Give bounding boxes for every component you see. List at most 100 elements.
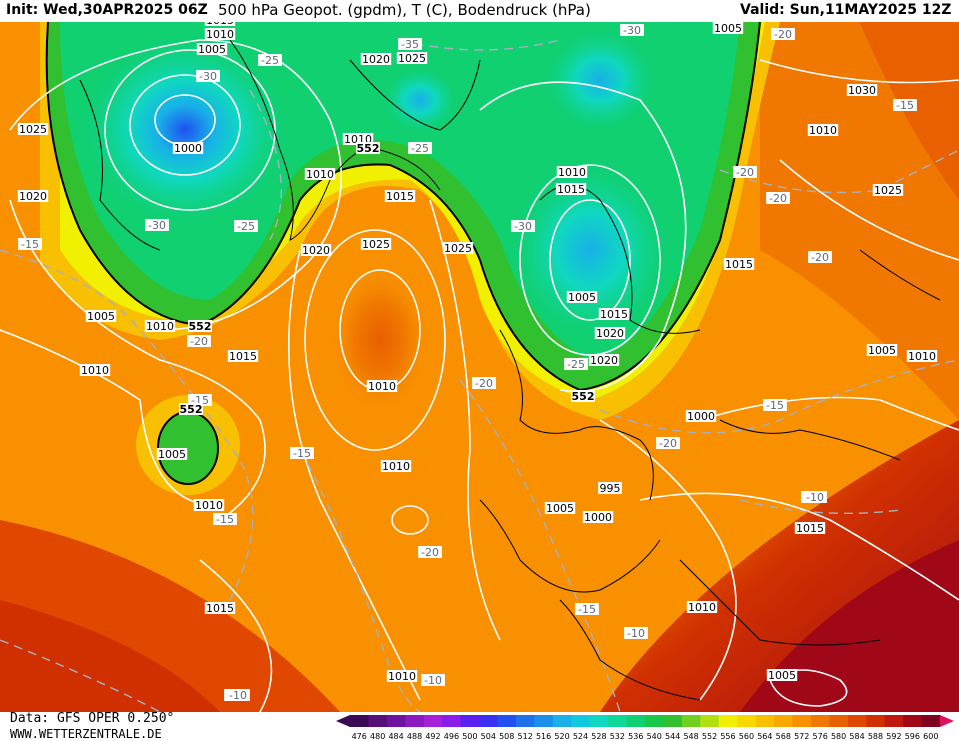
colorbar-label: 476 (352, 732, 367, 741)
temperature-label: -20 (769, 192, 787, 205)
pressure-label: 1010 (388, 670, 416, 683)
pressure-label-bg (807, 124, 839, 136)
colorbar-swatch (645, 715, 664, 727)
temperature-label-bg (564, 358, 588, 370)
low-scandinavia-field (505, 155, 675, 345)
pressure-label-bg (766, 669, 798, 681)
pressure-label-bg (906, 350, 938, 362)
pressure-label: 1015 (229, 350, 257, 363)
colorbar-swatch (460, 715, 480, 727)
pressure-label-bg (686, 601, 718, 613)
pressure-label: 1020 (590, 354, 618, 367)
coastlines (79, 39, 941, 701)
pressure-label-bg (872, 184, 904, 196)
pressure-label-bg (442, 242, 474, 254)
colorbar-swatch (534, 715, 554, 727)
colorbar-label: 492 (425, 732, 440, 741)
low-iceland-field (75, 30, 295, 230)
temperature-label-bg (511, 220, 535, 232)
colorbar-swatch (515, 715, 535, 727)
pressure-label: 1020 (362, 53, 390, 66)
pressure-label-bg (723, 258, 755, 270)
colorbar-swatch (497, 715, 517, 727)
colorbar-label: 600 (923, 732, 938, 741)
temperature-label-bg (763, 399, 787, 411)
pressure-label: 1005 (868, 344, 896, 357)
colorbar-label: 496 (444, 732, 459, 741)
pressure-label-bg (544, 502, 576, 514)
pressure-label-bg (79, 364, 111, 376)
temperature-label-bg (808, 251, 832, 263)
temperature-label: -10 (806, 491, 824, 504)
temperature-label-bg (893, 99, 917, 111)
colorbar-label: 584 (849, 732, 864, 741)
colorbar-swatch (589, 715, 609, 727)
temperature-label-bg (145, 219, 169, 231)
temperature-label: -10 (229, 689, 247, 702)
geopotential-label: 552 (180, 403, 203, 416)
pressure-label: 1020 (302, 244, 330, 257)
pressure-label-bg (17, 123, 49, 135)
colorbar-swatch (423, 715, 443, 727)
colorbar-label: 536 (628, 732, 643, 741)
data-source: Data: GFS OPER 0.250° (10, 711, 175, 726)
geopotential-label: 552 (189, 320, 212, 333)
colorbar-swatch (774, 715, 793, 727)
colorbar-label: 548 (683, 732, 698, 741)
chart-footer: Data: GFS OPER 0.250° WWW.WETTERZENTRALE… (0, 712, 959, 741)
geopotential-label: 552 (572, 390, 595, 403)
colorbar-swatch (442, 715, 462, 727)
colorbar-label: 572 (794, 732, 809, 741)
pressure-label: 1010 (908, 350, 936, 363)
colorbar-swatch (847, 715, 867, 727)
colorbar-label: 520 (554, 732, 569, 741)
pressure-label: 1020 (19, 190, 47, 203)
temperature-label-bg (620, 24, 644, 36)
pressure-label: 1010 (146, 320, 174, 333)
temperature-label: -20 (659, 437, 677, 450)
pressure-label-group: 1015 1010 1005 1000 1020 1025 1005 1025 1020 1010… (17, 14, 938, 683)
temperature-label-bg (234, 220, 258, 232)
pressure-label: 1005 (158, 448, 186, 461)
colorbar-swatch (792, 715, 812, 727)
temperature-label-bg (766, 192, 790, 204)
colorbar-label: 524 (573, 732, 588, 741)
temperature-label-bg (624, 627, 648, 639)
pressure-label-bg (588, 354, 620, 366)
colorbar-label: 544 (665, 732, 680, 741)
temperature-label: -20 (421, 546, 439, 559)
colorbar-label: 488 (407, 732, 422, 741)
geopotential-label-bg (571, 390, 595, 402)
colorbar: 476 480 484 488 492 496 500 504 508 512 516 520 524 5… (336, 715, 954, 741)
colorbar-label: 552 (702, 732, 717, 741)
colorbar-label: 508 (499, 732, 514, 741)
geopotential-label-group: 552552552552552 (179, 142, 595, 416)
pressure-label: 1030 (848, 84, 876, 97)
pressure-label: 1005 (198, 43, 226, 56)
colorbar-label: 528 (591, 732, 606, 741)
colorbar-label: 588 (868, 732, 883, 741)
pressure-label: 1010 (688, 601, 716, 614)
colorbar-swatch (571, 715, 591, 727)
temperature-label: -20 (736, 166, 754, 179)
colorbar-label: 556 (720, 732, 735, 741)
pressure-label-bg (144, 320, 176, 332)
pressure-label: 1020 (596, 327, 624, 340)
pressure-label-bg (85, 310, 117, 322)
temperature-label-bg (258, 54, 282, 66)
temperature-label-bg (226, 689, 250, 701)
colorbar-swatch (829, 715, 849, 727)
pressure-label: 1000 (687, 410, 715, 423)
colorbar-label: 592 (886, 732, 901, 741)
pressure-label-bg (204, 28, 236, 40)
temperature-label-bg (18, 238, 42, 250)
colorbar-swatch (552, 715, 572, 727)
pressure-label: 1010 (558, 166, 586, 179)
pressure-label: 1010 (81, 364, 109, 377)
colorbar-swatch (866, 715, 886, 727)
pressure-label-bg (598, 308, 630, 320)
colorbar-label: 560 (739, 732, 754, 741)
temperature-label: -15 (896, 99, 914, 112)
